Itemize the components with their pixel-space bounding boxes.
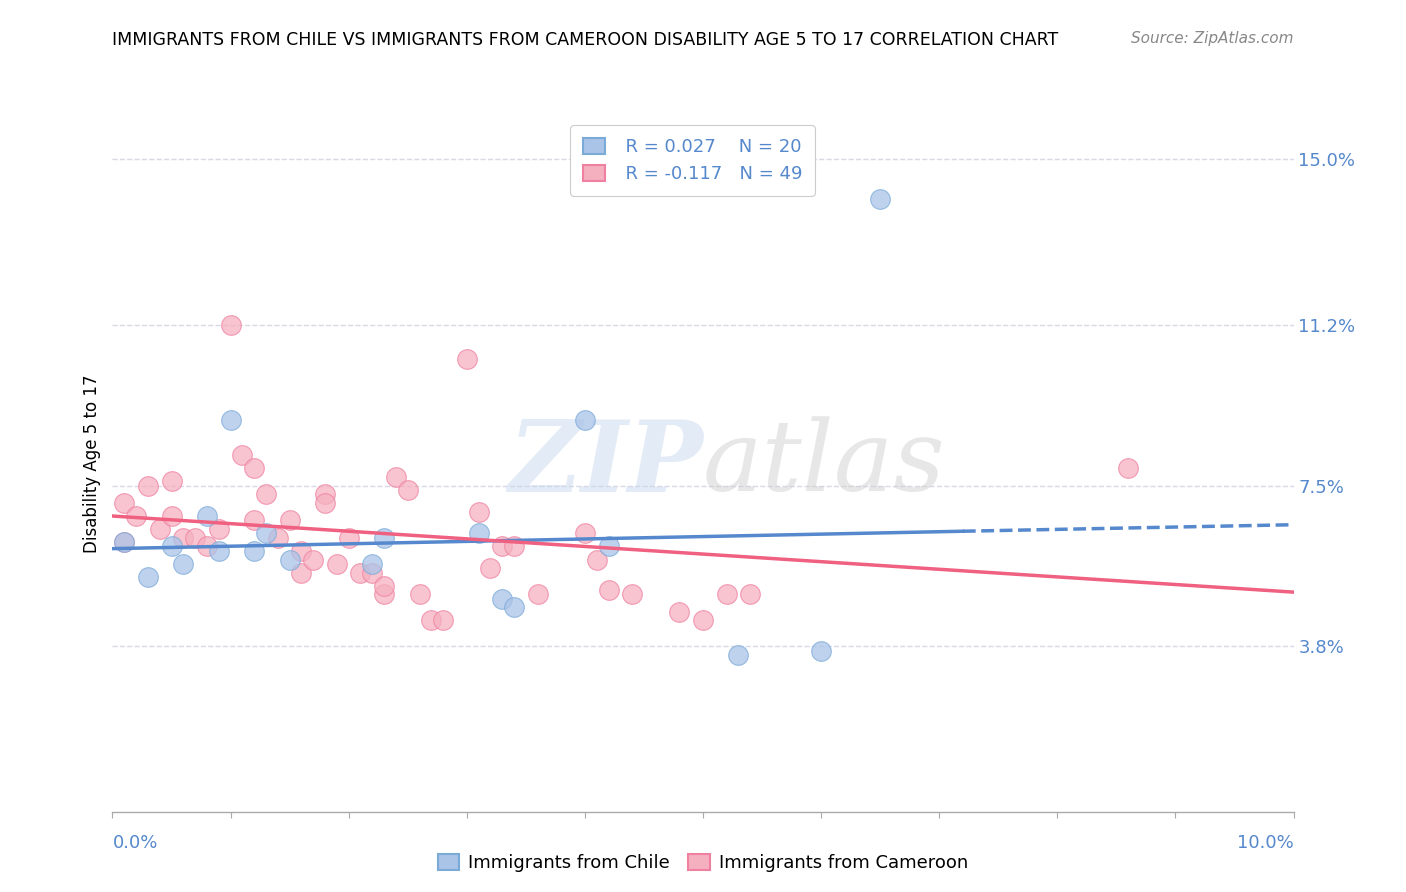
Point (267, 531, 290, 545)
Point (243, 513, 266, 527)
Point (172, 557, 194, 571)
Text: Source: ZipAtlas.com: Source: ZipAtlas.com (1130, 31, 1294, 46)
Point (385, 470, 408, 484)
Point (125, 508, 148, 523)
Legend: Immigrants from Chile, Immigrants from Cameroon: Immigrants from Chile, Immigrants from C… (427, 843, 979, 883)
Point (231, 448, 253, 462)
Point (716, 587, 738, 601)
Point (302, 552, 325, 566)
Point (254, 526, 277, 541)
Point (1116, 461, 1139, 475)
Point (621, 587, 644, 601)
Point (112, 535, 135, 549)
Point (184, 531, 207, 545)
Point (278, 513, 301, 527)
Point (810, 644, 832, 658)
Point (326, 557, 349, 571)
Y-axis label: Disability Age 5 to 17: Disability Age 5 to 17 (83, 375, 101, 553)
Point (314, 496, 336, 510)
Point (373, 587, 395, 601)
Point (219, 413, 242, 427)
Point (219, 318, 242, 332)
Point (349, 566, 371, 580)
Point (526, 587, 548, 601)
Point (668, 605, 690, 619)
Point (373, 531, 395, 545)
Point (361, 557, 384, 571)
Point (136, 570, 159, 584)
Point (491, 540, 513, 554)
Text: ZIP: ZIP (508, 416, 703, 512)
Point (598, 540, 620, 554)
Point (290, 544, 312, 558)
Point (208, 522, 231, 536)
Point (160, 475, 183, 489)
Point (195, 540, 218, 554)
Point (598, 582, 620, 597)
Point (420, 614, 443, 628)
Point (337, 531, 360, 545)
Point (361, 566, 384, 580)
Text: 0.0%: 0.0% (112, 834, 157, 852)
Text: 10.0%: 10.0% (1237, 834, 1294, 852)
Point (160, 508, 183, 523)
Point (432, 614, 454, 628)
Point (727, 648, 749, 662)
Point (467, 526, 489, 541)
Point (373, 579, 395, 593)
Point (278, 552, 301, 566)
Point (208, 544, 231, 558)
Point (160, 540, 183, 554)
Point (149, 522, 172, 536)
Point (692, 614, 714, 628)
Text: IMMIGRANTS FROM CHILE VS IMMIGRANTS FROM CAMEROON DISABILITY AGE 5 TO 17 CORRELA: IMMIGRANTS FROM CHILE VS IMMIGRANTS FROM… (112, 31, 1059, 49)
Point (243, 544, 266, 558)
Point (112, 535, 135, 549)
Point (172, 531, 194, 545)
Point (408, 587, 430, 601)
Point (254, 487, 277, 501)
Point (479, 561, 502, 575)
Point (467, 505, 489, 519)
Point (112, 496, 135, 510)
Point (740, 587, 762, 601)
Point (574, 526, 596, 541)
Point (585, 552, 607, 566)
Point (314, 487, 336, 501)
Text: atlas: atlas (703, 417, 946, 511)
Point (503, 540, 526, 554)
Point (243, 461, 266, 475)
Point (136, 478, 159, 492)
Point (869, 192, 891, 206)
Point (574, 413, 596, 427)
Point (491, 591, 513, 606)
Point (396, 483, 419, 497)
Point (503, 600, 526, 615)
Point (290, 566, 312, 580)
Point (456, 352, 478, 367)
Point (195, 508, 218, 523)
